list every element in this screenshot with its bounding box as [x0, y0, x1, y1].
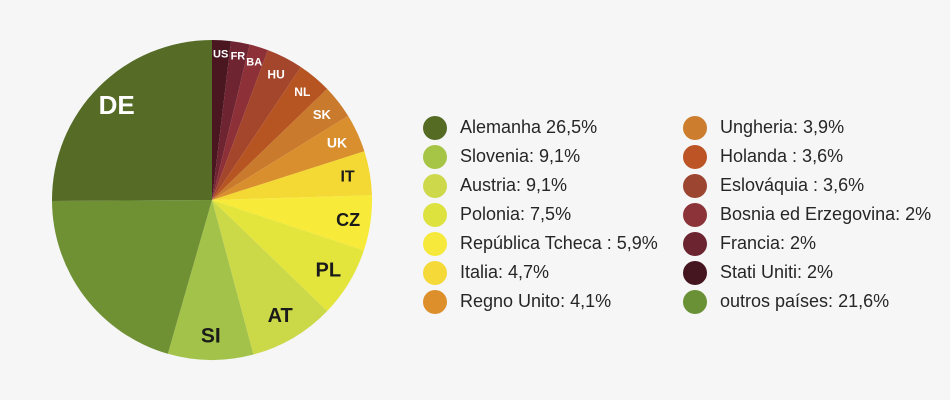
- legend-label: outros países: 21,6%: [720, 291, 890, 311]
- legend-item: Regno Unito: 4,1%: [423, 287, 683, 316]
- legend-item: Alemanha 26,5%: [423, 113, 683, 142]
- legend-item: Ungheria: 3,9%: [683, 113, 943, 142]
- pie-slice-sk: [212, 88, 349, 200]
- legend-label: Bosnia ed Erzegovina: 2%: [720, 204, 932, 224]
- legend-item: Bosnia ed Erzegovina: 2%: [683, 200, 943, 229]
- pie-slice-label-si: SI: [201, 325, 221, 348]
- pie-slice-outros: [52, 200, 212, 354]
- pie-slice-at: [212, 200, 328, 355]
- legend-swatch-icon: [683, 231, 707, 256]
- pie-slice-label-de: DE: [99, 90, 135, 120]
- pie-slice-cz: [212, 195, 373, 251]
- pie-slice-pl: [212, 200, 364, 312]
- pie-slice-label-uk: UK: [327, 135, 347, 151]
- legend-swatch-icon: [423, 173, 447, 198]
- legend-label: Italia: 4,7%: [460, 262, 550, 282]
- legend-item: Holanda : 3,6%: [683, 142, 943, 171]
- pie-slice-fr: [212, 41, 250, 200]
- legend-label: Alemanha 26,5%: [460, 117, 598, 137]
- legend-swatch-icon: [683, 260, 707, 285]
- legend-item: Italia: 4,7%: [423, 258, 683, 287]
- legend-item: Polonia: 7,5%: [423, 200, 683, 229]
- legend-item: Eslováquia : 3,6%: [683, 171, 943, 200]
- pie-slice-label-at: AT: [268, 305, 293, 327]
- legend-item: Stati Uniti: 2%: [683, 258, 943, 287]
- pie-slice-label-ba: BA: [246, 56, 262, 68]
- legend-swatch-icon: [683, 202, 707, 227]
- legend-swatch-icon: [423, 115, 447, 140]
- legend-label: República Tcheca : 5,9%: [460, 233, 658, 253]
- legend-column-2: Ungheria: 3,9% Holanda : 3,6% Eslováquia :…: [683, 113, 943, 316]
- legend-item: República Tcheca : 5,9%: [423, 229, 683, 258]
- legend-swatch-icon: [683, 115, 707, 140]
- pie-slice-it: [212, 151, 372, 200]
- pie-slice-label-cz: CZ: [336, 210, 360, 230]
- legend-label: Austria: 9,1%: [460, 175, 568, 195]
- legend-column-1: Alemanha 26,5% Slovenia: 9,1% Austria: 9,1…: [423, 113, 683, 316]
- legend-label: Eslováquia : 3,6%: [720, 175, 865, 195]
- pie-slice-label-us: US: [213, 49, 228, 61]
- pie-slice-label-pl: PL: [316, 259, 342, 281]
- legend-item: Francia: 2%: [683, 229, 943, 258]
- legend-swatch-icon: [423, 231, 447, 256]
- pie-slice-us: [212, 39, 231, 200]
- legend-item: outros países: 21,6%: [683, 287, 943, 316]
- legend-swatch-icon: [423, 202, 447, 227]
- legend-item: Slovenia: 9,1%: [423, 142, 683, 171]
- pie-slice-hu: [212, 50, 301, 201]
- legend-label: Polonia: 7,5%: [460, 204, 572, 224]
- legend-label: Ungheria: 3,9%: [720, 117, 845, 137]
- legend-swatch-icon: [423, 289, 447, 314]
- pie-slice-de: [51, 39, 212, 201]
- pie-slice-ba: [212, 44, 268, 201]
- legend-swatch-icon: [683, 144, 707, 169]
- legend-label: Slovenia: 9,1%: [460, 146, 581, 166]
- legend-swatch-icon: [423, 260, 447, 285]
- legend-item: Austria: 9,1%: [423, 171, 683, 200]
- legend-swatch-icon: [683, 289, 707, 314]
- pie-slice-si: [167, 200, 254, 360]
- legend-swatch-icon: [423, 144, 447, 169]
- pie-slice-nl: [212, 66, 328, 201]
- legend: Alemanha 26,5% Slovenia: 9,1% Austria: 9,1…: [423, 113, 943, 316]
- legend-label: Stati Uniti: 2%: [720, 262, 834, 282]
- pie-slice-label-nl: NL: [294, 85, 310, 99]
- pie-slice-uk: [212, 115, 365, 200]
- pie-slice-label-hu: HU: [267, 68, 284, 82]
- pie-slice-label-fr: FR: [231, 51, 246, 63]
- legend-swatch-icon: [683, 173, 707, 198]
- pie-slice-label-sk: SK: [313, 107, 332, 122]
- legend-label: Regno Unito: 4,1%: [460, 291, 612, 311]
- legend-label: Francia: 2%: [720, 233, 817, 253]
- legend-label: Holanda : 3,6%: [720, 146, 844, 166]
- pie-slice-label-it: IT: [340, 168, 354, 185]
